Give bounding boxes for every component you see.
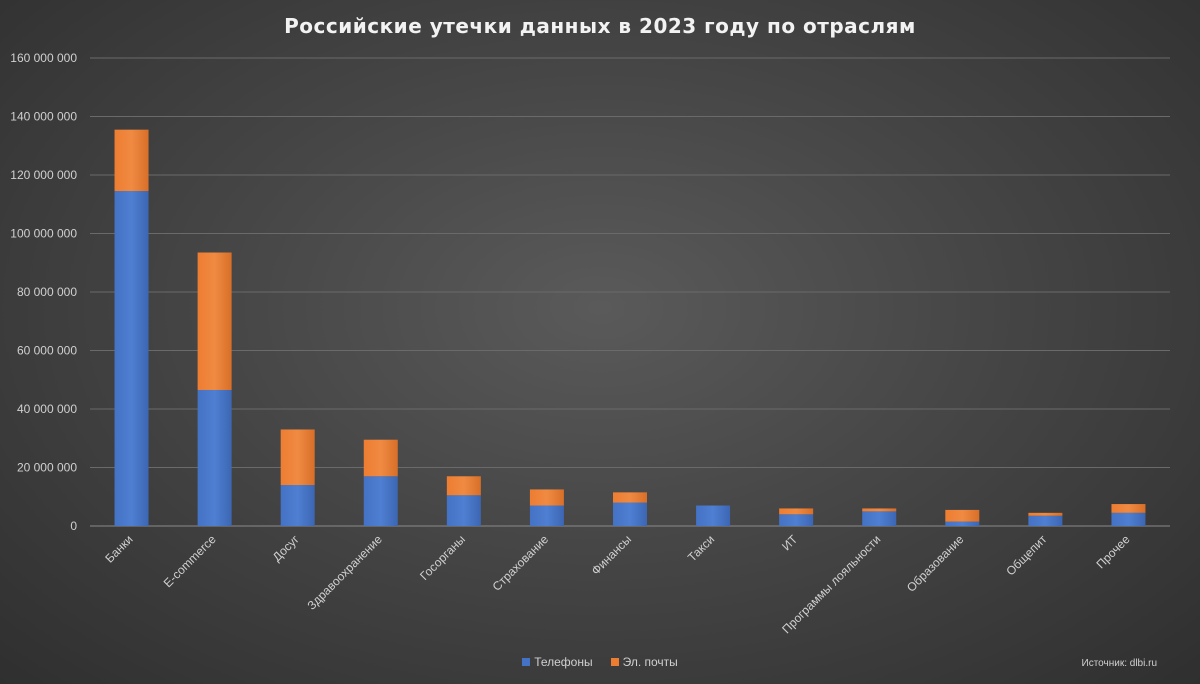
x-tick-label: Такси: [685, 532, 717, 564]
bar-emails: [779, 508, 814, 515]
x-tick-label: Страхование: [490, 532, 552, 594]
x-tick-label: Общепит: [1003, 532, 1050, 579]
y-tick-label: 140 000 000: [10, 110, 77, 124]
bar-emails: [197, 252, 232, 390]
bar-emails: [529, 489, 564, 506]
bar-phones: [1028, 515, 1063, 526]
y-tick-label: 20 000 000: [17, 461, 77, 475]
bar-emails: [1028, 512, 1063, 516]
x-tick-label: Госорганы: [417, 532, 468, 583]
x-tick-label: Программы лояльности: [779, 532, 883, 636]
y-tick-label: 100 000 000: [10, 227, 77, 241]
x-tick-label: ИТ: [779, 532, 801, 554]
bar-emails: [862, 508, 897, 512]
y-tick-label: 80 000 000: [17, 285, 77, 299]
bar-phones: [613, 502, 647, 526]
y-tick-label: 120 000 000: [10, 168, 77, 182]
chart-title: Российские утечки данных в 2023 году по …: [284, 14, 916, 38]
x-tick-label: E-commerce: [161, 532, 219, 590]
legend-item-emails[interactable]: Эл. почты: [610, 655, 678, 669]
y-tick-label: 160 000 000: [10, 51, 77, 65]
bar-emails: [945, 509, 980, 522]
legend: Телефоны Эл. почты: [0, 655, 1200, 669]
bar-emails: [280, 429, 315, 486]
legend-label-phones: Телефоны: [534, 655, 593, 669]
y-tick-label: 60 000 000: [17, 344, 77, 358]
bar-phones: [197, 389, 232, 526]
bar-phones: [779, 514, 814, 526]
source-note: Источник: dlbi.ru: [1081, 658, 1157, 669]
bar-emails: [114, 129, 149, 192]
bar-phones: [696, 505, 731, 526]
x-tick-label: Прочее: [1093, 532, 1132, 571]
bar-phones: [862, 511, 897, 526]
y-tick-label: 0: [70, 519, 77, 533]
bar-phones: [280, 485, 315, 526]
x-tick-label: Досуг: [270, 532, 302, 564]
bar-phones: [114, 191, 149, 526]
legend-item-phones[interactable]: Телефоны: [522, 655, 593, 669]
bar-emails: [446, 476, 481, 496]
bars: [114, 129, 1146, 526]
bar-emails: [363, 439, 398, 477]
x-tick-label: Образование: [904, 532, 967, 595]
legend-swatch-phones: [522, 658, 531, 666]
bar-phones: [1111, 512, 1146, 526]
bar-phones: [945, 521, 980, 526]
bar-phones: [363, 476, 398, 526]
x-tick-label: Банки: [102, 532, 135, 565]
legend-label-emails: Эл. почты: [622, 655, 678, 669]
x-tick-label: Финансы: [589, 532, 635, 578]
legend-swatch-emails: [610, 658, 619, 666]
y-axis-tick-labels: 0 20 000 000 40 000 000 60 000 000 80 000 00…: [10, 51, 77, 533]
gridlines: [90, 57, 1170, 527]
y-tick-label: 40 000 000: [17, 402, 77, 416]
x-axis-category-labels: Банки E-commerce Досуг Здравоохранение Госор…: [102, 532, 1132, 637]
bar-phones: [529, 505, 564, 526]
x-tick-label: Здравоохранение: [304, 532, 385, 613]
bar-phones: [446, 495, 481, 526]
bar-emails: [1111, 504, 1146, 513]
bar-emails: [613, 492, 647, 503]
